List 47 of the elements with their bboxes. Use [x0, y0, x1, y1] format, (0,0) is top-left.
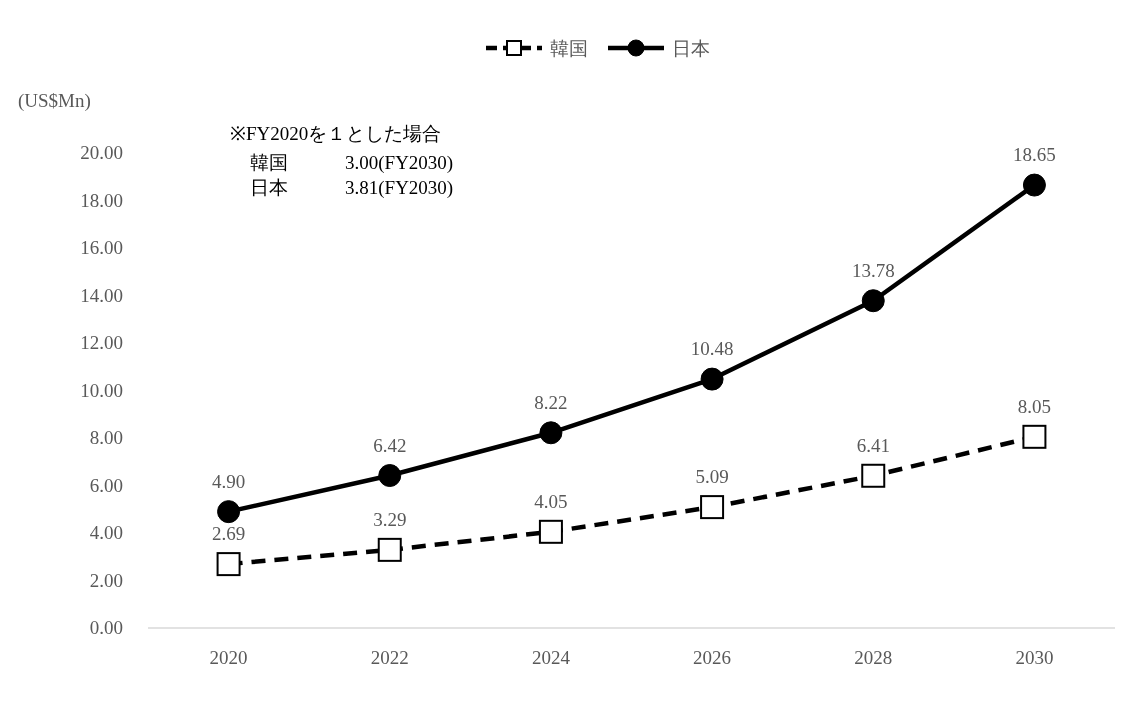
- point: [217, 500, 241, 524]
- point: [861, 463, 886, 488]
- data-label: 8.05: [1017, 395, 1052, 417]
- y-tick-label: 16.00: [80, 237, 123, 258]
- data-label: 6.42: [373, 434, 407, 456]
- point: [378, 464, 402, 488]
- data-label: 10.48: [690, 338, 734, 360]
- x-tick-label: 2030: [1015, 647, 1054, 668]
- data-label: 13.78: [851, 259, 895, 281]
- y-tick-label: 20.00: [80, 142, 123, 163]
- point: [216, 552, 241, 577]
- x-tick-label: 2020: [209, 647, 248, 668]
- point: [377, 537, 402, 562]
- point: [1022, 424, 1047, 449]
- y-tick-label: 0.00: [89, 617, 123, 638]
- annotation: 韓国 3.00(FY2030): [250, 152, 454, 174]
- y-tick-label: 12.00: [80, 332, 123, 353]
- y-axis-title: (US$Mn): [18, 90, 91, 112]
- legend-label: 日本: [672, 38, 710, 59]
- point: [700, 495, 725, 520]
- y-tick-label: 10.00: [80, 379, 123, 401]
- data-label: 2.69: [211, 523, 246, 545]
- annotation: 日本 3.81(FY2030): [250, 177, 454, 199]
- point: [861, 289, 885, 313]
- x-tick-label: 2024: [531, 647, 571, 668]
- y-tick-label: 18.00: [80, 189, 123, 211]
- y-tick-label: 4.00: [89, 522, 123, 543]
- y-tick-label: 6.00: [89, 474, 123, 496]
- data-label: 6.41: [856, 434, 890, 456]
- point: [700, 367, 724, 391]
- y-tick-label: 14.00: [80, 284, 123, 306]
- data-label: 4.05: [534, 490, 568, 512]
- x-tick-label: 2026: [693, 647, 732, 668]
- y-tick-label: 2.00: [89, 569, 123, 591]
- point: [539, 421, 563, 445]
- point: [538, 519, 563, 544]
- text: ※FY2020を１とした場合: [230, 123, 442, 144]
- data-label: 18.65: [1013, 144, 1056, 166]
- data-label: 3.29: [373, 508, 407, 530]
- data-label: 8.22: [534, 391, 568, 413]
- legend-label: 韓国: [550, 38, 588, 59]
- x-tick-label: 2022: [370, 647, 409, 668]
- data-label: 4.90: [211, 470, 246, 492]
- data-label: 5.09: [695, 466, 729, 488]
- point: [1022, 173, 1046, 197]
- x-tick-label: 2028: [854, 647, 893, 668]
- y-tick-label: 8.00: [89, 427, 123, 448]
